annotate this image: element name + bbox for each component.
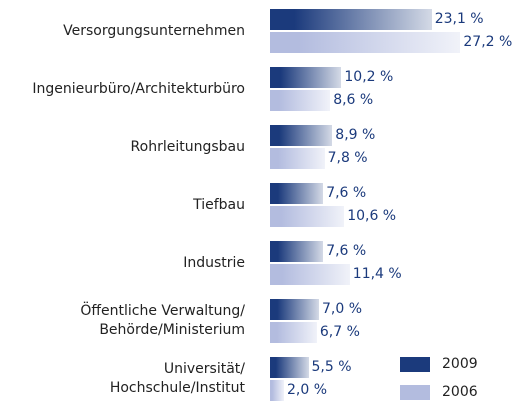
bar (270, 148, 325, 169)
value-label: 23,1 % (434, 11, 484, 27)
bar (270, 380, 284, 401)
value-label: 7,6 % (326, 243, 367, 259)
bar (270, 299, 319, 320)
legend-swatch (400, 385, 430, 400)
bar (270, 183, 324, 204)
category-label: Öffentliche Verwaltung/ Behörde/Minister… (80, 303, 245, 338)
bar (270, 241, 324, 262)
category-label: Versorgungsunternehmen (63, 22, 245, 39)
value-label: 2,0 % (287, 382, 328, 398)
category-label: Rohrleitungsbau (130, 138, 245, 155)
category-label: Industrie (183, 254, 245, 271)
value-label: 10,6 % (347, 208, 397, 224)
bar (270, 125, 333, 146)
value-label: 11,4 % (352, 266, 402, 282)
value-label: 10,2 % (344, 69, 394, 85)
bar (270, 264, 350, 285)
value-label: 7,0 % (322, 301, 363, 317)
value-label: 27,2 % (463, 34, 513, 50)
bar (270, 32, 461, 53)
value-label: 7,6 % (326, 185, 367, 201)
bar (270, 67, 342, 88)
category-label: Ingenieurbüro/Architekturbüro (32, 80, 245, 97)
bar (270, 322, 317, 343)
value-label: 8,9 % (335, 127, 376, 143)
bar (270, 206, 345, 227)
value-label: 6,7 % (319, 324, 360, 340)
bar (270, 357, 309, 378)
value-label: 5,5 % (311, 359, 352, 375)
category-label: Universität/ Hochschule/Institut (109, 361, 245, 396)
legend-label: 2009 (442, 356, 478, 372)
value-label: 7,8 % (327, 150, 368, 166)
legend-swatch (400, 357, 430, 372)
value-label: 8,6 % (333, 92, 374, 108)
bar (270, 9, 432, 30)
legend-label: 2006 (442, 384, 478, 400)
bar (270, 90, 331, 111)
category-label: Tiefbau (193, 196, 245, 213)
